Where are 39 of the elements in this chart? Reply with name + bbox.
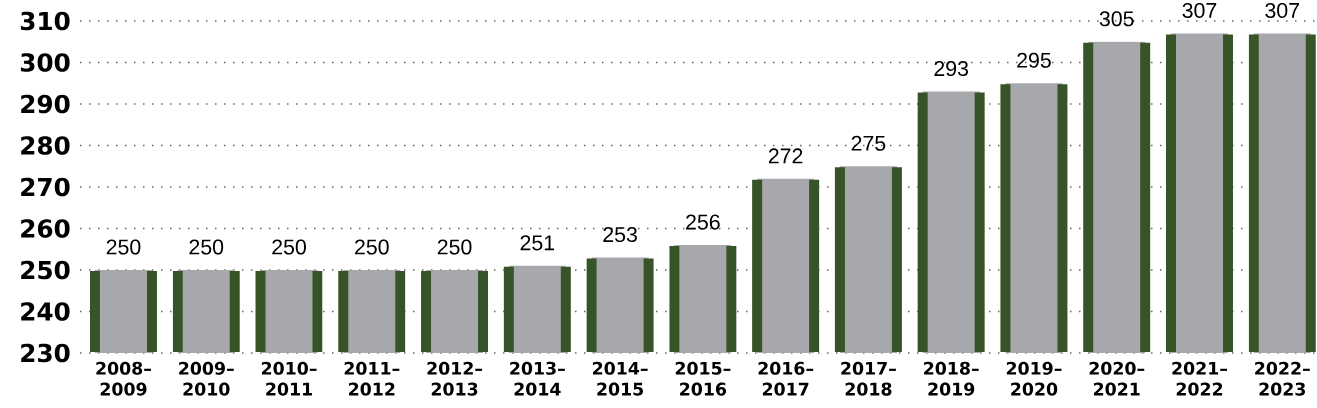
- x-tick-label: 2020–2021: [1089, 361, 1145, 396]
- y-tick-label: 250: [21, 260, 70, 280]
- y-tick-label: 280: [21, 136, 70, 155]
- x-tick-label: 2011–2012: [344, 361, 400, 396]
- x-tick-label: 2019–2020: [1006, 361, 1062, 396]
- data-label: 272: [768, 148, 803, 164]
- y-tick-label: 230: [21, 343, 70, 363]
- x-tick-label: 2009–2010: [179, 361, 234, 396]
- data-label: 295: [1017, 52, 1051, 68]
- data-label: 256: [686, 214, 720, 230]
- data-label: 305: [1099, 11, 1134, 27]
- data-label: 250: [355, 239, 389, 255]
- x-tick-label: 2012–2013: [427, 361, 483, 396]
- data-label: 307: [1182, 2, 1217, 19]
- x-tick-label: 2014–2015: [593, 361, 648, 396]
- data-label: 293: [934, 61, 968, 77]
- x-tick-label: 2022–2023: [1255, 361, 1310, 396]
- data-label: 250: [106, 239, 141, 255]
- y-tick-label: 270: [21, 177, 70, 197]
- y-tick-label: 290: [21, 94, 70, 114]
- y-tick-label: 310: [20, 11, 70, 31]
- data-label: 250: [437, 239, 472, 255]
- data-label: 250: [189, 239, 224, 255]
- y-tick-label: 240: [21, 302, 70, 321]
- data-label: 253: [603, 227, 637, 243]
- data-label: 307: [1265, 2, 1299, 19]
- x-tick-label: 2008–2009: [96, 361, 151, 396]
- x-tick-label: 2015–2016: [675, 361, 731, 396]
- y-tick-label: 300: [20, 53, 70, 72]
- data-label: 275: [851, 135, 886, 151]
- data-label: 251: [520, 235, 555, 251]
- x-tick-label: 2016–2017: [758, 361, 814, 396]
- y-tick-label: 260: [21, 219, 70, 238]
- x-tick-label: 2018–2019: [924, 361, 979, 396]
- x-tick-label: 2017–2018: [841, 361, 896, 396]
- data-label: 250: [272, 239, 306, 255]
- x-tick-label: 2021–2022: [1172, 361, 1228, 396]
- x-tick-label: 2013–2014: [510, 361, 565, 396]
- x-tick-label: 2010–2011: [261, 361, 317, 396]
